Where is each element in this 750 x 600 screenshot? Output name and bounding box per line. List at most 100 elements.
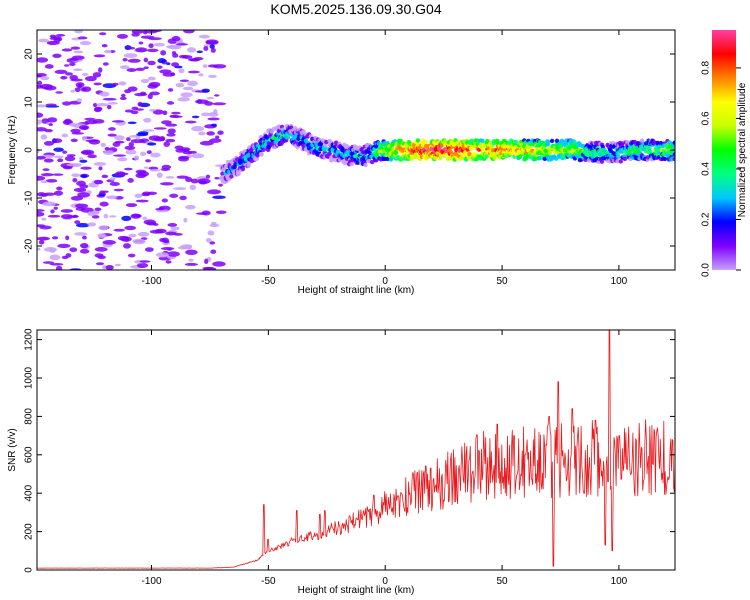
spectrogram-noise-cell <box>57 158 64 163</box>
spectrogram-noise-cell <box>176 43 189 46</box>
spectrogram-ridge-cell <box>672 156 675 162</box>
spectrogram-noise-cell <box>60 214 74 220</box>
spectrogram-noise-cell <box>169 193 179 198</box>
spectrogram-noise-cell <box>143 219 156 225</box>
spectrogram-ridge-cell <box>467 151 472 157</box>
spectrogram-ridge-cell <box>329 157 335 162</box>
spectrogram-noise-cell <box>71 173 81 177</box>
spectrogram-noise-cell <box>166 133 176 137</box>
spectrogram-noise-cell <box>138 41 144 45</box>
spectrogram-noise-cell <box>155 252 169 258</box>
y-tick-label: 1200 <box>24 328 35 351</box>
spectrogram-noise-cell <box>188 58 200 62</box>
spectrogram-noise-cell <box>104 49 112 54</box>
spectrogram-noise-cell <box>198 73 204 77</box>
spectrogram-noise-cell <box>37 104 47 108</box>
spectrogram-noise-cell <box>43 158 54 163</box>
spectrogram-ridge-cell <box>414 152 419 158</box>
spectrogram-noise-cell <box>98 67 103 73</box>
spectrogram-noise-cell <box>70 138 78 143</box>
spectrogram-noise-cell <box>176 175 189 179</box>
spectrogram-noise-cell <box>70 46 81 50</box>
spectrogram-ridge-cell <box>220 171 225 176</box>
spectrogram-noise-cell <box>53 147 64 152</box>
x-tick-label: 50 <box>496 576 508 587</box>
spectrogram-ridge-cell <box>537 155 543 161</box>
spectrogram-noise-cell <box>140 78 150 84</box>
spectrogram-noise-cell <box>81 126 89 130</box>
spectrogram-noise-cell <box>167 128 176 134</box>
spectrogram-noise-cell <box>37 211 45 217</box>
spectrogram-ridge-cell <box>527 154 533 160</box>
spectrogram-noise-cell <box>161 237 169 243</box>
spectrogram-noise-cell <box>73 50 84 54</box>
spectrogram-noise-cell <box>49 262 64 266</box>
spectrogram-noise-cell <box>156 65 163 69</box>
spectrogram-noise-cell <box>182 86 194 91</box>
spectrogram-noise-cell <box>37 236 50 241</box>
spectrogram-noise-cell <box>95 262 105 266</box>
spectrogram-noise-cell <box>130 110 139 115</box>
spectrogram-noise-cell <box>41 173 54 177</box>
spectrogram-noise-cell <box>38 240 45 245</box>
x-tick-label: 100 <box>611 576 628 587</box>
spectrogram-noise-cell <box>201 88 210 93</box>
spectrogram-noise-cell <box>132 238 146 245</box>
spectrogram-noise-cell <box>69 62 76 66</box>
spectrogram-noise-cell <box>99 190 106 195</box>
spectrogram-noise-cell <box>50 36 62 39</box>
spectrogram-noise-cell <box>101 174 109 179</box>
spectrogram-noise-cell <box>37 127 47 132</box>
spectrogram-noise-cell <box>111 120 125 123</box>
spectrogram-noise-cell <box>107 133 117 137</box>
spectrogram-noise-cell <box>136 132 149 137</box>
spectrogram-noise-cell <box>171 51 177 55</box>
colorbar-tick-label: 0.4 <box>701 162 712 176</box>
spectrogram-noise-cell <box>140 35 155 39</box>
spectrogram-noise-cell <box>37 192 46 197</box>
spectrogram-noise-cell <box>88 139 101 145</box>
spectrogram-noise-cell <box>162 72 176 77</box>
snr-frame <box>36 329 676 571</box>
spectrogram-noise-cell <box>147 76 156 81</box>
spectrogram-ridge-cell <box>484 154 489 159</box>
spectrogram-noise-cell <box>152 223 159 226</box>
spectrogram-noise-cell <box>150 169 161 172</box>
spectrogram-noise-cell <box>191 153 205 159</box>
spectrogram-noise-cell <box>119 65 130 70</box>
spectrogram-ridge-cell <box>369 159 375 165</box>
snr-x-label: Height of straight line (km) <box>298 585 415 596</box>
spectrogram-ridge-cell <box>639 138 645 143</box>
spectrogram-ridge-cell <box>662 156 668 162</box>
spectrogram-noise-cell <box>188 258 194 262</box>
spectrogram-noise-cell <box>143 66 149 70</box>
spectrogram-noise-cell <box>55 33 66 37</box>
spectrogram-noise-cell <box>75 82 85 88</box>
spectrogram-noise-cell <box>51 236 59 240</box>
spectrogram-noise-cell <box>92 102 98 108</box>
colorbar-tick-label: 0.2 <box>701 212 712 226</box>
spectrogram-noise-cell <box>127 121 137 125</box>
spectrogram-noise-cell <box>60 209 73 213</box>
spectrogram-noise-cell <box>109 177 116 181</box>
spectrogram-noise-cell <box>171 62 180 67</box>
spectrogram-noise-cell <box>200 112 211 117</box>
spectrogram-noise-cell <box>135 169 147 174</box>
spectrogram-noise-cell <box>127 253 136 258</box>
spectrogram-ridge-cell <box>254 156 259 161</box>
spectrogram-noise-cell <box>148 43 154 49</box>
spectrogram-noise-cell <box>207 189 222 195</box>
spectrogram-noise-cell <box>108 215 117 218</box>
spectrogram-noise-cell <box>97 233 106 238</box>
spectrogram-noise-cell <box>161 198 168 203</box>
spectrogram-noise-cell <box>113 228 126 232</box>
spectrogram-noise-cell <box>147 142 157 146</box>
spectrogram-ridge-cell <box>481 148 486 153</box>
spectrogram-noise-cell <box>139 151 147 156</box>
spectrogram-noise-cell <box>93 82 102 86</box>
spectrogram-noise-cell <box>210 47 216 53</box>
spectrogram-noise-cell <box>46 40 60 45</box>
spectrogram-noise-cell <box>215 135 220 139</box>
spectrogram-noise-cell <box>212 261 226 267</box>
